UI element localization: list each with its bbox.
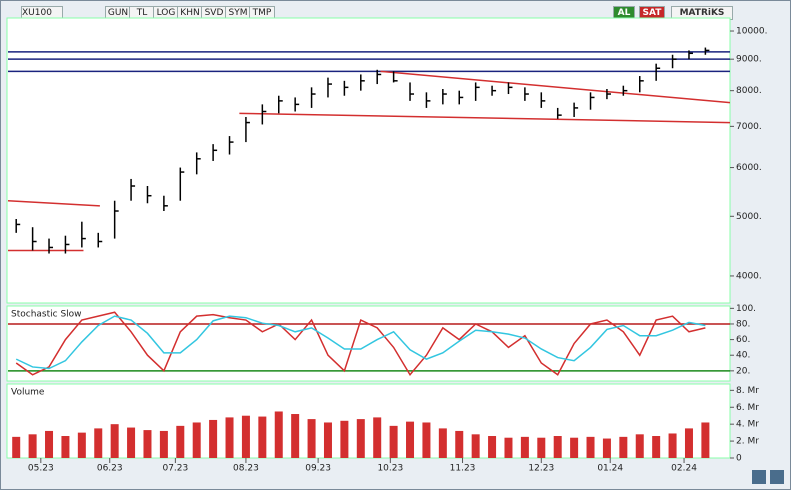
x-tick-label: 08.23 [233, 464, 259, 474]
volume-bar [77, 432, 86, 458]
volume-bar [159, 430, 168, 458]
volume-bar [12, 436, 21, 458]
scroll-button[interactable] [770, 470, 784, 484]
volume-bar [652, 436, 661, 458]
trend-line [380, 70, 731, 104]
volume-bar [438, 428, 447, 458]
stochastic-panel [6, 305, 731, 382]
volume-bar [406, 421, 415, 458]
volume-bar [291, 414, 300, 458]
y-tick-label: 20. [736, 366, 750, 376]
volume-bar [110, 424, 119, 458]
volume-bar [389, 425, 398, 458]
volume-bar [488, 436, 497, 458]
y-tick-label: 9000. [736, 55, 762, 65]
volume-bar [209, 419, 218, 458]
y-tick-label: 8000. [736, 86, 762, 96]
x-tick-label: 10.23 [377, 464, 403, 474]
volume-bar [455, 430, 464, 458]
x-tick-label: 05.23 [28, 464, 54, 474]
volume-bar [356, 419, 365, 458]
volume-bar [586, 436, 595, 458]
volume-bar [701, 422, 710, 458]
y-tick-label: 6. Mr [736, 403, 759, 413]
y-tick-label: 4. Mr [736, 420, 759, 430]
y-tick-label: 2. Mr [736, 437, 759, 447]
volume-bar [176, 425, 185, 458]
y-tick-label: 5000. [736, 212, 762, 222]
volume-bar [504, 437, 513, 458]
volume-bar [28, 434, 37, 458]
x-tick-label: 11.23 [450, 464, 476, 474]
x-tick-label: 06.23 [97, 464, 123, 474]
panel-title: Stochastic Slow [11, 310, 82, 320]
volume-bar [307, 419, 316, 458]
y-tick-label: 60. [736, 335, 750, 345]
volume-bar [602, 438, 611, 458]
stoch-line [15, 311, 706, 377]
x-tick-label: 07.23 [162, 464, 188, 474]
volume-bar [61, 436, 70, 458]
trend-line [7, 199, 100, 207]
volume-bar [684, 428, 693, 458]
volume-bar [570, 437, 579, 458]
y-tick-label: 4000. [736, 271, 762, 281]
volume-bar [323, 422, 332, 458]
price-panel [6, 17, 731, 304]
volume-bar [45, 430, 54, 458]
volume-bar [520, 436, 529, 458]
toolbar: XU100 GUN TL LOG KHN SVD SYM TMP AL SAT MATRiK… [5, 6, 785, 20]
y-tick-label: 100. [736, 304, 756, 314]
y-tick-label: 6000. [736, 163, 762, 173]
volume-bar [619, 436, 628, 458]
volume-bar [422, 422, 431, 458]
x-tick-label: 09.23 [305, 464, 331, 474]
y-tick-label: 10000. [736, 27, 768, 37]
stoch-line [15, 315, 706, 370]
volume-bar [94, 428, 103, 458]
y-tick-label: 0 [736, 454, 742, 464]
volume-bar [537, 437, 546, 458]
scroll-button[interactable] [752, 470, 766, 484]
volume-bar [635, 434, 644, 458]
volume-bar [241, 415, 250, 458]
volume-bar [192, 422, 201, 458]
volume-bar [373, 417, 382, 458]
volume-bar [471, 434, 480, 458]
volume-bar [143, 430, 152, 458]
volume-bar [553, 436, 562, 458]
volume-bar [225, 417, 234, 458]
panel-title: Volume [11, 388, 45, 398]
volume-bar [274, 411, 283, 458]
x-tick-label: 01.24 [597, 464, 623, 474]
volume-bar [258, 416, 267, 458]
y-tick-label: 8. Mr [736, 386, 759, 396]
y-tick-label: 40. [736, 351, 750, 361]
x-tick-label: 02.24 [671, 464, 697, 474]
volume-bar [668, 433, 677, 458]
x-tick-label: 12.23 [528, 464, 554, 474]
volume-bar [340, 420, 349, 458]
y-tick-label: 80. [736, 319, 750, 329]
y-tick-label: 7000. [736, 122, 762, 132]
volume-bar [127, 427, 136, 458]
trend-line [239, 112, 731, 124]
